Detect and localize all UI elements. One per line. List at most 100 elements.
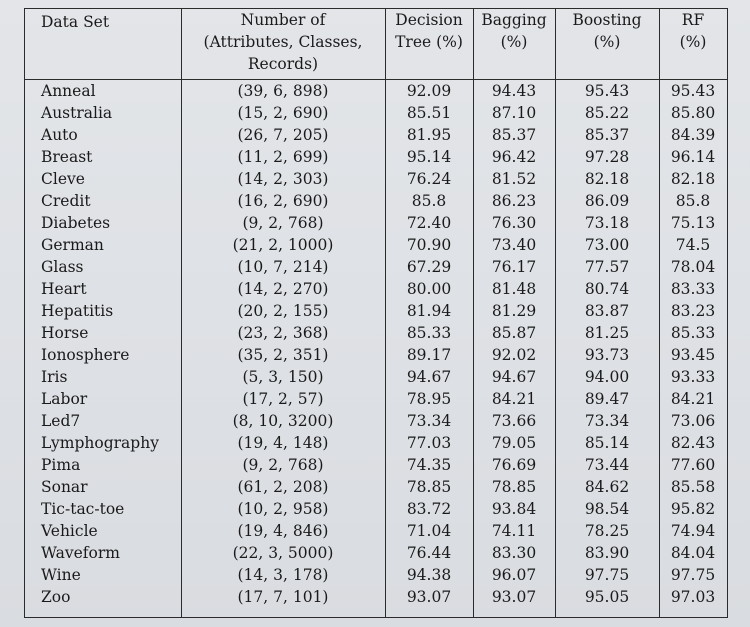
- table-row: Sonar (61, 2, 208) 78.85 78.85 84.62 85.58: [25, 477, 727, 499]
- cell-decision-tree: 85.8: [411, 192, 447, 210]
- cell-boosting: 73.34: [584, 412, 630, 430]
- header-divider: [25, 79, 727, 80]
- header-bag-line2: (%): [500, 33, 528, 51]
- cell-attributes: (21, 2, 1000): [232, 236, 334, 254]
- cell-rf: 85.80: [670, 104, 716, 122]
- header-bag-line1: Bagging: [481, 11, 547, 29]
- table-row: Pima (9, 2, 768) 74.35 76.69 73.44 77.60: [25, 455, 727, 477]
- cell-decision-tree: 83.72: [406, 500, 452, 518]
- cell-rf: 85.58: [670, 478, 716, 496]
- header-attributes-line3: Records): [247, 55, 319, 73]
- cell-bagging: 92.02: [491, 346, 537, 364]
- cell-bagging: 96.42: [491, 148, 537, 166]
- cell-decision-tree: 74.35: [406, 456, 452, 474]
- cell-rf: 78.04: [670, 258, 716, 276]
- cell-bagging: 85.37: [491, 126, 537, 144]
- cell-dataset: Australia: [41, 104, 113, 122]
- cell-bagging: 81.48: [491, 280, 537, 298]
- table-row: Iris (5, 3, 150) 94.67 94.67 94.00 93.33: [25, 367, 727, 389]
- table-row: Heart (14, 2, 270) 80.00 81.48 80.74 83.33: [25, 279, 727, 301]
- cell-rf: 85.8: [675, 192, 711, 210]
- cell-rf: 85.33: [670, 324, 716, 342]
- cell-dataset: Horse: [41, 324, 89, 342]
- table-row: Glass (10, 7, 214) 67.29 76.17 77.57 78.04: [25, 257, 727, 279]
- cell-dataset: Ionosphere: [41, 346, 130, 364]
- cell-boosting: 97.75: [584, 566, 630, 584]
- header-boost-line2: (%): [593, 33, 621, 51]
- cell-decision-tree: 80.00: [406, 280, 452, 298]
- cell-attributes: (39, 6, 898): [237, 82, 329, 100]
- cell-boosting: 97.28: [584, 148, 630, 166]
- header-boost-line1: Boosting: [572, 11, 642, 29]
- cell-rf: 97.75: [670, 566, 716, 584]
- cell-decision-tree: 81.94: [406, 302, 452, 320]
- cell-decision-tree: 81.95: [406, 126, 452, 144]
- cell-decision-tree: 94.38: [406, 566, 452, 584]
- column-divider: [659, 9, 660, 617]
- table-row: German (21, 2, 1000) 70.90 73.40 73.00 74.5: [25, 235, 727, 257]
- cell-attributes: (61, 2, 208): [237, 478, 329, 496]
- cell-decision-tree: 89.17: [406, 346, 452, 364]
- cell-dataset: Hepatitis: [41, 302, 114, 320]
- table-row: Ionosphere (35, 2, 351) 89.17 92.02 93.73 93.…: [25, 345, 727, 367]
- header-attributes: Number of (Attributes, Classes, Records): [181, 9, 385, 75]
- cell-bagging: 84.21: [491, 390, 537, 408]
- cell-attributes: (22, 3, 5000): [232, 544, 334, 562]
- header-decision-tree: Decision Tree (%): [385, 9, 473, 53]
- header-dt-line1: Decision: [395, 11, 463, 29]
- cell-attributes: (19, 4, 148): [237, 434, 329, 452]
- cell-bagging: 87.10: [491, 104, 537, 122]
- table-row: Breast (11, 2, 699) 95.14 96.42 97.28 96.14: [25, 147, 727, 169]
- cell-boosting: 83.90: [584, 544, 630, 562]
- cell-dataset: Cleve: [41, 170, 85, 188]
- cell-rf: 74.94: [670, 522, 716, 540]
- cell-attributes: (26, 7, 205): [237, 126, 329, 144]
- cell-bagging: 73.40: [491, 236, 537, 254]
- cell-decision-tree: 76.44: [406, 544, 452, 562]
- cell-decision-tree: 78.95: [406, 390, 452, 408]
- cell-bagging: 76.17: [491, 258, 537, 276]
- cell-boosting: 95.05: [584, 588, 630, 606]
- cell-decision-tree: 95.14: [406, 148, 452, 166]
- cell-boosting: 85.37: [584, 126, 630, 144]
- cell-dataset: Zoo: [41, 588, 71, 606]
- cell-decision-tree: 70.90: [406, 236, 452, 254]
- cell-decision-tree: 85.33: [406, 324, 452, 342]
- table-row: Waveform (22, 3, 5000) 76.44 83.30 83.90 84.0…: [25, 543, 727, 565]
- cell-bagging: 78.85: [491, 478, 537, 496]
- cell-rf: 84.39: [670, 126, 716, 144]
- cell-attributes: (15, 2, 690): [237, 104, 329, 122]
- header-dt-line2: Tree (%): [395, 33, 463, 51]
- cell-boosting: 94.00: [584, 368, 630, 386]
- cell-dataset: Wine: [41, 566, 81, 584]
- cell-bagging: 83.30: [491, 544, 537, 562]
- cell-rf: 97.03: [670, 588, 716, 606]
- cell-bagging: 79.05: [491, 434, 537, 452]
- header-attributes-line1: Number of: [240, 11, 326, 29]
- cell-rf: 73.06: [670, 412, 716, 430]
- cell-boosting: 86.09: [584, 192, 630, 210]
- header-attributes-line2: (Attributes, Classes,: [203, 33, 363, 51]
- cell-decision-tree: 67.29: [406, 258, 452, 276]
- cell-rf: 82.18: [670, 170, 716, 188]
- cell-rf: 75.13: [670, 214, 716, 232]
- table-row: Vehicle (19, 4, 846) 71.04 74.11 78.25 74.94: [25, 521, 727, 543]
- cell-attributes: (14, 3, 178): [237, 566, 329, 584]
- table-row: Labor (17, 2, 57) 78.95 84.21 89.47 84.21: [25, 389, 727, 411]
- cell-dataset: Labor: [41, 390, 88, 408]
- cell-attributes: (11, 2, 699): [237, 148, 329, 166]
- cell-bagging: 93.07: [491, 588, 537, 606]
- cell-rf: 96.14: [670, 148, 716, 166]
- cell-attributes: (16, 2, 690): [237, 192, 329, 210]
- table-row: Cleve (14, 2, 303) 76.24 81.52 82.18 82.18: [25, 169, 727, 191]
- cell-dataset: German: [41, 236, 104, 254]
- table-row: Diabetes (9, 2, 768) 72.40 76.30 73.18 75.13: [25, 213, 727, 235]
- cell-attributes: (35, 2, 351): [237, 346, 329, 364]
- cell-attributes: (10, 7, 214): [237, 258, 329, 276]
- cell-attributes: (20, 2, 155): [237, 302, 329, 320]
- table-row: Credit (16, 2, 690) 85.8 86.23 86.09 85.8: [25, 191, 727, 213]
- cell-bagging: 96.07: [491, 566, 537, 584]
- cell-bagging: 85.87: [491, 324, 537, 342]
- cell-attributes: (14, 2, 270): [237, 280, 329, 298]
- cell-attributes: (23, 2, 368): [237, 324, 329, 342]
